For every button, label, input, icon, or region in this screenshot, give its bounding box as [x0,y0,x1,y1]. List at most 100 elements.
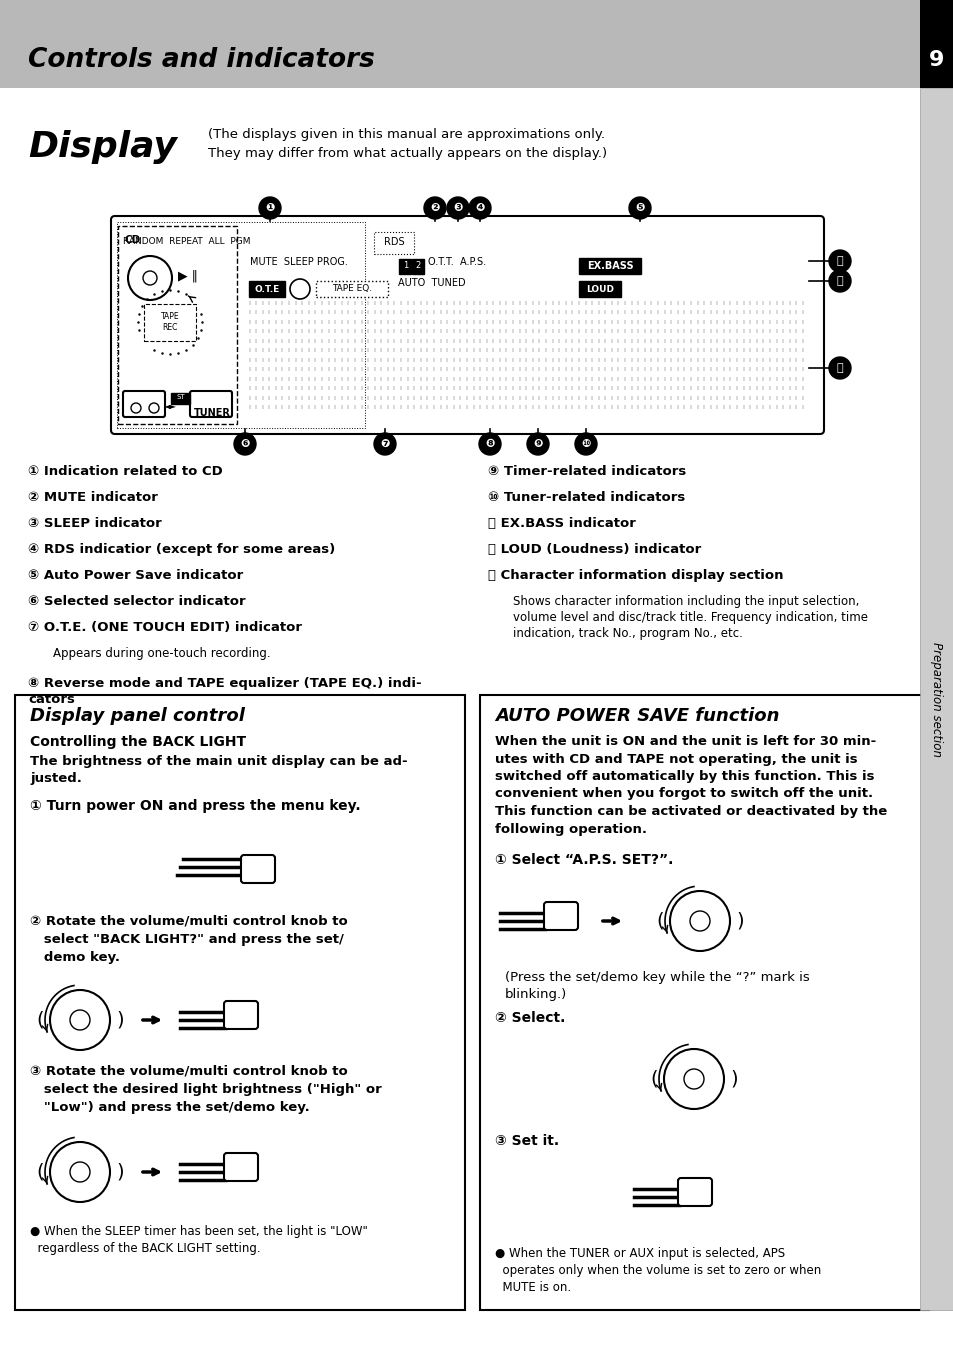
Text: ① Turn power ON and press the menu key.: ① Turn power ON and press the menu key. [30,798,360,813]
Text: AUTO  TUNED: AUTO TUNED [397,278,465,288]
FancyBboxPatch shape [172,393,191,404]
Text: ❷: ❷ [430,203,439,213]
Text: CD: CD [125,235,141,245]
FancyBboxPatch shape [224,1152,257,1181]
Text: 2: 2 [416,262,420,270]
Circle shape [143,272,157,285]
Text: Appears during one-touch recording.: Appears during one-touch recording. [53,647,271,661]
Text: ST: ST [176,394,185,400]
Text: EX.BASS: EX.BASS [586,261,633,272]
Circle shape [828,270,850,292]
Circle shape [628,197,650,219]
Circle shape [70,1011,90,1029]
Text: RANDOM  REPEAT  ALL  PGM: RANDOM REPEAT ALL PGM [123,236,251,246]
Circle shape [374,434,395,455]
Text: ⑨ Timer-related indicators: ⑨ Timer-related indicators [488,465,685,478]
Text: TUNER: TUNER [193,408,231,417]
Text: ❿: ❿ [580,439,590,449]
Text: ① Indication related to CD: ① Indication related to CD [28,465,222,478]
Text: ): ) [729,1070,737,1089]
Circle shape [149,403,159,413]
Text: TAPE: TAPE [125,408,152,417]
Text: ⓬: ⓬ [836,276,842,286]
Text: ❼: ❼ [380,439,389,449]
Text: The brightness of the main unit display can be ad-
justed.: The brightness of the main unit display … [30,755,407,785]
FancyBboxPatch shape [919,0,953,88]
Circle shape [526,434,548,455]
Circle shape [233,434,255,455]
Text: O.T.T.  A.P.S.: O.T.T. A.P.S. [428,257,486,267]
Circle shape [575,434,597,455]
Text: ◄►: ◄► [164,401,177,411]
Circle shape [128,255,172,300]
Text: ① Select “A.P.S. SET?”.: ① Select “A.P.S. SET?”. [495,852,673,867]
Text: ❾: ❾ [533,439,542,449]
Text: ❺: ❺ [635,203,644,213]
FancyBboxPatch shape [118,226,236,424]
Text: (: ( [650,1070,657,1089]
Text: Preparation section: Preparation section [929,642,943,757]
FancyBboxPatch shape [678,1178,711,1206]
Text: TAPE EQ.: TAPE EQ. [332,285,372,293]
Text: Shows character information including the input selection,
volume level and disc: Shows character information including th… [513,594,867,640]
Text: ⒫ LOUD (Loudness) indicator: ⒫ LOUD (Loudness) indicator [488,543,700,557]
Text: ② Rotate the volume/multi control knob to
   select "BACK LIGHT?" and press the : ② Rotate the volume/multi control knob t… [30,915,348,965]
Text: LOUD: LOUD [585,285,614,293]
Text: (: ( [36,1162,44,1182]
FancyBboxPatch shape [919,88,953,1310]
FancyBboxPatch shape [190,390,232,417]
Text: ❻: ❻ [240,439,250,449]
FancyBboxPatch shape [399,258,411,273]
Circle shape [50,990,110,1050]
Text: ): ) [116,1011,124,1029]
FancyBboxPatch shape [315,281,388,297]
Text: Display panel control: Display panel control [30,707,245,725]
Text: ): ) [116,1162,124,1182]
Text: ● When the SLEEP timer has been set, the light is "LOW"
  regardless of the BACK: ● When the SLEEP timer has been set, the… [30,1225,368,1255]
Text: (The displays given in this manual are approximations only.
They may differ from: (The displays given in this manual are a… [208,128,606,159]
FancyBboxPatch shape [0,0,919,88]
FancyBboxPatch shape [224,1001,257,1029]
Text: Controlling the BACK LIGHT: Controlling the BACK LIGHT [30,735,246,748]
FancyBboxPatch shape [578,258,640,274]
Circle shape [469,197,491,219]
Circle shape [828,357,850,380]
Text: Controls and indicators: Controls and indicators [28,47,375,73]
Text: RDS: RDS [383,236,404,247]
Text: AUTO POWER SAVE function: AUTO POWER SAVE function [495,707,779,725]
FancyBboxPatch shape [241,855,274,884]
Circle shape [663,1048,723,1109]
Text: When the unit is ON and the unit is left for 30 min-
utes with CD and TAPE not o: When the unit is ON and the unit is left… [495,735,886,835]
Text: ⓫: ⓫ [836,255,842,266]
Text: ② Select.: ② Select. [495,1011,565,1025]
Text: TAPE
REC: TAPE REC [160,312,179,332]
FancyBboxPatch shape [249,281,285,297]
Circle shape [683,1069,703,1089]
FancyBboxPatch shape [15,694,464,1310]
Text: (Press the set/demo key while the “?” mark is
blinking.): (Press the set/demo key while the “?” ma… [504,971,809,1001]
Text: ❹: ❹ [475,203,484,213]
Circle shape [131,403,141,413]
Text: ❶: ❶ [265,203,274,213]
Text: ● When the TUNER or AUX input is selected, APS
  operates only when the volume i: ● When the TUNER or AUX input is selecte… [495,1247,821,1294]
Text: ⑤ Auto Power Save indicator: ⑤ Auto Power Save indicator [28,569,243,582]
Text: ⑧ Reverse mode and TAPE equalizer (TAPE EQ.) indi-
cators: ⑧ Reverse mode and TAPE equalizer (TAPE … [28,677,421,707]
Text: 9: 9 [928,50,943,70]
Text: ❽: ❽ [485,439,495,449]
FancyBboxPatch shape [111,216,823,434]
Text: ③ SLEEP indicator: ③ SLEEP indicator [28,517,162,530]
Text: ⒬ Character information display section: ⒬ Character information display section [488,569,782,582]
Circle shape [258,197,281,219]
Text: (: ( [656,912,663,931]
FancyBboxPatch shape [144,304,195,340]
Text: ): ) [736,912,743,931]
FancyBboxPatch shape [578,281,620,297]
FancyBboxPatch shape [479,694,928,1310]
Circle shape [828,250,850,272]
Text: ⑦ O.T.E. (ONE TOUCH EDIT) indicator: ⑦ O.T.E. (ONE TOUCH EDIT) indicator [28,621,302,634]
Text: Display: Display [28,130,176,163]
Circle shape [423,197,446,219]
Text: MUTE  SLEEP PROG.: MUTE SLEEP PROG. [250,257,348,267]
Text: ▶ ‖: ▶ ‖ [178,269,197,282]
Circle shape [669,892,729,951]
